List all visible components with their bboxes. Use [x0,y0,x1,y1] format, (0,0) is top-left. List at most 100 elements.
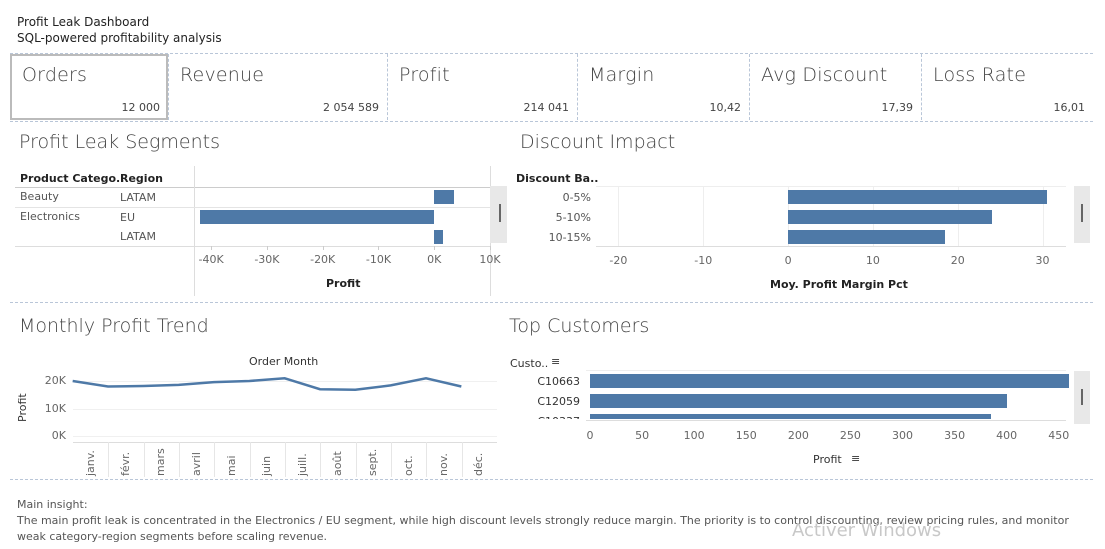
segment-bar[interactable] [434,230,443,244]
kpi-value: 10,42 [709,101,742,114]
customers-col-header: Custo.. [510,357,549,370]
insight-text: The main profit leak is concentrated in … [17,514,1069,543]
kpi-label: Margin [589,64,655,86]
grid-line [143,442,145,477]
discount-band-label: 0-5% [562,191,591,204]
kpi-value: 214 041 [523,101,570,114]
trend-ytick-label: 10K [44,401,66,415]
grid-line [108,442,110,477]
trend-ytick-label: 20K [44,374,66,387]
discount-band-label: 10-15% [548,231,591,244]
customers-scroll-area: C10663 C12059 C10337 [500,371,1072,419]
segment-bar[interactable] [200,210,435,224]
customers-scrollbar[interactable] [1074,371,1090,424]
discount-tick-label: 20 [950,254,965,267]
windows-watermark: Activer Windows [792,520,942,541]
discount-band-label: 5-10% [555,211,591,224]
kpi-label: Profit [399,64,450,86]
segments-axis-label: Profit [326,277,361,290]
dashboard-subtitle: SQL-powered profitability analysis [17,31,222,45]
segments-header-line [15,187,490,188]
customer-bar[interactable] [590,374,1070,388]
discount-tick-label: 30 [1035,254,1050,267]
discount-top-line [596,186,1066,187]
discount-title: Discount Impact [520,131,676,153]
discount-col-header: Discount Ba.. [516,172,599,185]
sort-icon[interactable]: ≡ [851,452,861,465]
trend-ytick-label: 0K [51,429,66,442]
segment-bar[interactable] [434,190,454,204]
grid-line [73,381,497,382]
divider [387,54,388,120]
grid-line [391,442,392,477]
segment-region: LATAM [120,191,156,204]
dashboard-title: Profit Leak Dashboard [17,15,150,29]
kpi-value: 16,01 [1053,101,1086,114]
customer-bar[interactable] [590,414,992,419]
customer-label: C10337 [500,415,580,419]
tick-mark [378,246,380,250]
grid-line [703,186,705,246]
segments-col1-header: Product Catego.. [20,172,125,185]
grid-line [320,442,322,477]
discount-tick-label: -20 [609,254,628,267]
segments-scrollbar[interactable] [490,186,507,243]
segments-bottom-line [15,246,490,247]
customers-title: Top Customers [509,315,650,337]
divider [10,53,1093,54]
divider [10,302,1093,303]
segment-tick-label: 0K [427,253,442,266]
grid-line [249,442,251,477]
customers-tick-label: 300 [892,429,913,442]
sort-icon[interactable]: ≡ [551,355,561,368]
segment-region: LATAM [120,230,156,243]
customers-tick-label: 150 [735,429,757,442]
discount-tick-label: 0 [784,254,792,267]
kpi-value: 12 000 [121,101,161,114]
segment-category: Beauty [20,190,59,203]
trend-title: Monthly Profit Trend [19,315,209,337]
customers-tick-label: 50 [635,429,650,442]
customers-tick-label: 400 [996,429,1018,442]
divider [10,479,1093,480]
segment-region: EU [120,211,136,224]
divider [168,54,169,120]
scroll-thumb[interactable] [1081,204,1083,222]
discount-bar[interactable] [788,190,1047,204]
discount-scrollbar[interactable] [1074,186,1090,243]
discount-bar[interactable] [788,210,992,224]
segments-title: Profit Leak Segments [19,131,220,153]
tick-mark [266,246,268,250]
customer-bar[interactable] [590,394,1007,408]
segments-axis-line [194,166,195,296]
tick-mark [211,246,213,250]
segment-tick-label: -40K [198,253,224,266]
grid-line [1042,186,1044,246]
kpi-label: Avg Discount [761,64,888,86]
scroll-thumb[interactable] [499,204,501,222]
trend-series-line[interactable] [72,376,462,392]
segment-tick-label: 10K [479,253,501,266]
segment-category: Electronics [20,210,80,223]
row-separator [15,207,490,208]
segment-tick-label: -20K [310,253,336,266]
scroll-thumb[interactable] [1081,389,1083,405]
grid-line [214,442,216,477]
segment-tick-label: -10K [365,253,392,266]
grid-line [618,186,620,246]
customers-tick-label: 250 [839,429,861,442]
segment-tick-label: -30K [254,253,280,266]
discount-bar[interactable] [788,230,945,244]
discount-tick-label: -10 [694,254,713,267]
kpi-value: 17,39 [881,101,914,114]
divider [10,121,1093,122]
divider [577,54,578,120]
customers-tick-label: 200 [787,429,809,442]
customers-tick-label: 450 [1048,429,1070,442]
customers-bottom-line [586,420,1066,421]
customers-top-line [586,370,1066,371]
discount-bottom-line [596,246,1066,247]
tick-mark [490,246,491,250]
kpi-orders-selected-frame[interactable] [10,54,168,120]
tick-mark [322,246,324,250]
